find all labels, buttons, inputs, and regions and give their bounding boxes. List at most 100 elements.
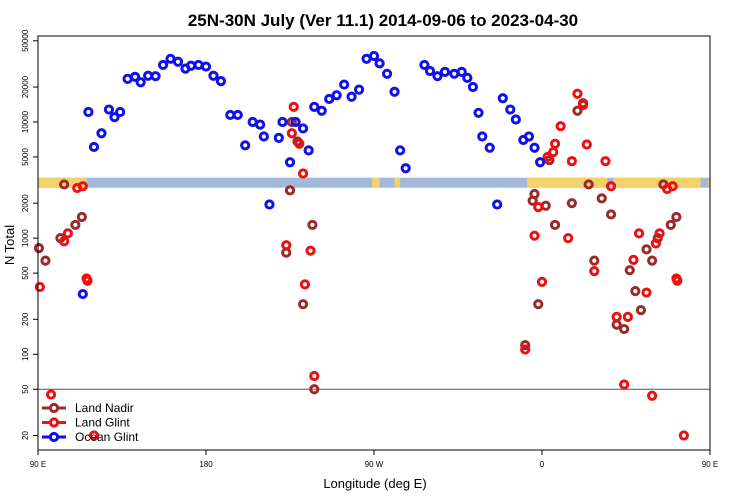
x-tick-label: 90 W bbox=[365, 460, 384, 469]
land-glint-point bbox=[633, 228, 645, 239]
ocean-glint-point bbox=[303, 145, 314, 156]
ocean-glint-point bbox=[232, 109, 243, 121]
land-glint-legend-marker bbox=[48, 417, 60, 428]
land-nadir-legend-label: Land Nadir bbox=[75, 401, 134, 415]
x-tick-label: 90 E bbox=[702, 460, 718, 469]
ocean-glint-point bbox=[277, 116, 288, 128]
y-tick-label: 100 bbox=[21, 347, 30, 361]
land-glint-point bbox=[572, 88, 583, 99]
land-glint-point bbox=[309, 370, 320, 382]
land-glint-point bbox=[672, 275, 683, 286]
ocean-glint-point bbox=[439, 66, 451, 77]
land-nadir-point bbox=[284, 185, 296, 196]
plot-frame bbox=[37, 35, 711, 451]
land-band-segment bbox=[394, 177, 401, 188]
land-glint-point bbox=[581, 139, 592, 150]
ocean-glint-point bbox=[424, 65, 436, 77]
data-points bbox=[33, 50, 689, 441]
land-nadir-point bbox=[33, 243, 45, 254]
ocean-glint-point bbox=[96, 128, 107, 139]
ocean-glint-point bbox=[389, 86, 400, 97]
ocean-glint-point bbox=[109, 112, 120, 123]
land-glint-point bbox=[520, 344, 531, 355]
ocean-glint-point bbox=[273, 132, 284, 143]
land-glint-point bbox=[533, 202, 544, 213]
ocean-glint-point bbox=[264, 199, 275, 210]
land-nadir-point bbox=[624, 265, 635, 276]
ocean-glint-point bbox=[353, 84, 365, 95]
land-nadir-point bbox=[70, 219, 81, 231]
ocean-glint-point bbox=[484, 142, 495, 153]
ocean-glint-point bbox=[497, 93, 508, 104]
x-tick-label: 0 bbox=[540, 460, 545, 469]
land-glint-point bbox=[286, 128, 297, 139]
land-nadir-point bbox=[635, 305, 647, 316]
ocean-glint-point bbox=[129, 71, 141, 82]
y-tick-label: 20000 bbox=[21, 75, 30, 98]
land-nadir-point bbox=[572, 105, 583, 116]
land-band-segment bbox=[372, 177, 380, 188]
y-tick-label: 1000 bbox=[21, 229, 30, 247]
ocean-glint-legend-marker bbox=[48, 431, 60, 443]
land-glint-point bbox=[288, 101, 299, 112]
ocean-glint-point bbox=[535, 157, 546, 168]
y-axis-label: N Total bbox=[2, 225, 17, 265]
land-nadir-point bbox=[619, 323, 630, 335]
ocean-glint-point bbox=[473, 107, 484, 118]
ocean-glint-point bbox=[477, 131, 488, 142]
land-glint-point bbox=[77, 181, 88, 192]
ocean-glint-point bbox=[103, 104, 115, 115]
land-nadir-point bbox=[59, 179, 70, 190]
ocean-glint-point bbox=[505, 104, 516, 115]
y-tick-label: 500 bbox=[21, 266, 30, 280]
x-axis-label: Longitude (deg E) bbox=[323, 476, 426, 491]
land-glint-point bbox=[45, 389, 57, 400]
x-axis-ticks: 90 E 180 90 W 0 90 E bbox=[30, 450, 718, 469]
land-nadir-point bbox=[671, 211, 682, 223]
ocean-glint-point bbox=[467, 81, 479, 93]
ocean-glint-point bbox=[284, 157, 296, 168]
land-glint-point bbox=[299, 279, 311, 290]
land-glint-point bbox=[667, 181, 678, 192]
land-glint-point bbox=[549, 138, 561, 149]
ocean-glint-point bbox=[255, 119, 266, 130]
land-glint-point bbox=[529, 230, 540, 241]
land-band-segment bbox=[527, 177, 608, 188]
ocean-glint-point bbox=[297, 123, 309, 134]
land-glint-point bbox=[34, 281, 45, 293]
ocean-glint-point bbox=[432, 71, 443, 82]
x-tick-label: 90 E bbox=[30, 460, 46, 469]
land-glint-point bbox=[678, 430, 689, 441]
ocean-glint-point bbox=[374, 58, 385, 69]
ocean-glint-point bbox=[316, 105, 327, 116]
land-nadir-point bbox=[630, 286, 641, 297]
ocean-glint-point bbox=[215, 75, 227, 87]
ocean-glint-point bbox=[115, 106, 126, 118]
land-nadir-point bbox=[286, 116, 297, 128]
land-glint-point bbox=[641, 287, 652, 298]
ocean-glint-legend-label: Ocean Glint bbox=[75, 430, 139, 444]
land-band-segment bbox=[708, 177, 710, 188]
land-nadir-point bbox=[611, 319, 622, 330]
y-tick-label: 10000 bbox=[21, 110, 30, 133]
land-nadir-legend-marker bbox=[48, 402, 60, 414]
land-nadir-point bbox=[605, 209, 617, 220]
ocean-glint-point bbox=[77, 288, 88, 300]
land-nadir-point bbox=[549, 219, 561, 231]
land-nadir-point bbox=[566, 198, 577, 209]
y-tick-label: 5000 bbox=[21, 148, 30, 166]
land-glint-point bbox=[566, 156, 577, 167]
land-glint-point bbox=[62, 228, 73, 239]
y-tick-label: 20 bbox=[21, 430, 30, 439]
land-nadir-point bbox=[529, 188, 540, 200]
land-glint-point bbox=[88, 430, 100, 441]
land-glint-point bbox=[619, 379, 630, 390]
land-glint-point bbox=[82, 275, 93, 286]
land-glint-point bbox=[605, 181, 617, 192]
land-glint-point bbox=[622, 311, 633, 322]
land-glint-point bbox=[589, 266, 600, 277]
y-tick-label: 2000 bbox=[21, 194, 30, 212]
land-glint-point bbox=[600, 156, 611, 167]
land-glint-point bbox=[577, 99, 589, 111]
